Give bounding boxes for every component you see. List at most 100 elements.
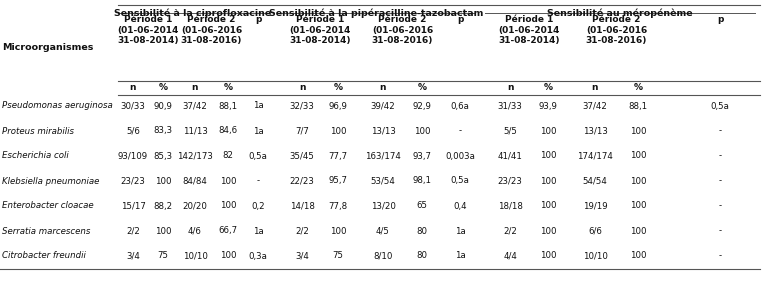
Text: 54/54: 54/54 (583, 177, 608, 186)
Text: 75: 75 (332, 251, 343, 260)
Text: 0,4: 0,4 (453, 201, 466, 210)
Text: 4/4: 4/4 (503, 251, 517, 260)
Text: 75: 75 (158, 251, 168, 260)
Text: 163/174: 163/174 (365, 151, 401, 160)
Text: 100: 100 (629, 201, 647, 210)
Text: 100: 100 (629, 177, 647, 186)
Text: 32/33: 32/33 (289, 101, 314, 110)
Text: 7/7: 7/7 (295, 127, 309, 136)
Text: 142/173: 142/173 (177, 151, 213, 160)
Text: 174/174: 174/174 (577, 151, 613, 160)
Text: 23/23: 23/23 (121, 177, 145, 186)
Text: 13/20: 13/20 (370, 201, 395, 210)
Text: %: % (224, 84, 232, 92)
Text: 100: 100 (154, 177, 172, 186)
Text: 100: 100 (330, 227, 346, 236)
Text: 0,5a: 0,5a (451, 177, 470, 186)
Text: -: - (257, 177, 260, 186)
Text: 100: 100 (220, 251, 236, 260)
Text: 10/10: 10/10 (583, 251, 608, 260)
Text: 88,2: 88,2 (154, 201, 172, 210)
Text: n: n (192, 84, 198, 92)
Text: Klebsiella pneumoniae: Klebsiella pneumoniae (2, 177, 99, 186)
Text: 100: 100 (540, 177, 556, 186)
Text: 98,1: 98,1 (413, 177, 431, 186)
Text: 100: 100 (629, 251, 647, 260)
Text: 100: 100 (540, 127, 556, 136)
Text: 84/84: 84/84 (183, 177, 207, 186)
Text: Enterobacter cloacae: Enterobacter cloacae (2, 201, 94, 210)
Text: 100: 100 (220, 201, 236, 210)
Text: -: - (718, 151, 722, 160)
Text: 37/42: 37/42 (183, 101, 207, 110)
Text: p: p (255, 15, 261, 24)
Text: 4/6: 4/6 (188, 227, 202, 236)
Text: Période 1
(01-06-2014
31-08-2014): Période 1 (01-06-2014 31-08-2014) (498, 15, 560, 45)
Text: 1a: 1a (253, 101, 264, 110)
Text: 0,5a: 0,5a (249, 151, 268, 160)
Text: Période 2
(01-06-2016
31-08-2016): Période 2 (01-06-2016 31-08-2016) (181, 15, 242, 45)
Text: Pseudomonas aeruginosa: Pseudomonas aeruginosa (2, 101, 113, 110)
Text: 2/2: 2/2 (126, 227, 140, 236)
Text: p: p (717, 15, 723, 24)
Text: 39/42: 39/42 (370, 101, 395, 110)
Text: 5/5: 5/5 (503, 127, 517, 136)
Text: %: % (417, 84, 427, 92)
Text: n: n (299, 84, 305, 92)
Text: 4/5: 4/5 (376, 227, 390, 236)
Text: 20/20: 20/20 (183, 201, 207, 210)
Text: 8/10: 8/10 (374, 251, 392, 260)
Text: 84,6: 84,6 (218, 127, 238, 136)
Text: 0,003a: 0,003a (445, 151, 475, 160)
Text: Citrobacter freundii: Citrobacter freundii (2, 251, 86, 260)
Text: 19/19: 19/19 (583, 201, 608, 210)
Text: 100: 100 (220, 177, 236, 186)
Text: 80: 80 (417, 227, 427, 236)
Text: 88,1: 88,1 (629, 101, 647, 110)
Text: 88,1: 88,1 (218, 101, 238, 110)
Text: -: - (718, 177, 722, 186)
Text: -: - (718, 201, 722, 210)
Text: -: - (718, 127, 722, 136)
Text: Proteus mirabilis: Proteus mirabilis (2, 127, 74, 136)
Text: -: - (459, 127, 462, 136)
Text: 35/45: 35/45 (289, 151, 314, 160)
Text: 13/13: 13/13 (370, 127, 395, 136)
Text: %: % (544, 84, 552, 92)
Text: 18/18: 18/18 (498, 201, 523, 210)
Text: -: - (718, 227, 722, 236)
Text: 95,7: 95,7 (328, 177, 348, 186)
Text: 1a: 1a (455, 251, 466, 260)
Text: 31/33: 31/33 (498, 101, 523, 110)
Text: Période 2
(01-06-2016
31-08-2016): Période 2 (01-06-2016 31-08-2016) (586, 15, 647, 45)
Text: n: n (129, 84, 136, 92)
Text: 100: 100 (629, 151, 647, 160)
Text: 65: 65 (417, 201, 427, 210)
Text: 3/4: 3/4 (126, 251, 140, 260)
Text: n: n (592, 84, 598, 92)
Text: 77,8: 77,8 (328, 201, 348, 210)
Text: 11/13: 11/13 (183, 127, 207, 136)
Text: 93,7: 93,7 (413, 151, 431, 160)
Text: Escherichia coli: Escherichia coli (2, 151, 69, 160)
Text: 6/6: 6/6 (588, 227, 602, 236)
Text: 96,9: 96,9 (328, 101, 347, 110)
Text: %: % (158, 84, 168, 92)
Text: Sensibilité à la ciprofloxacine: Sensibilité à la ciprofloxacine (115, 8, 271, 18)
Text: n: n (507, 84, 513, 92)
Text: 92,9: 92,9 (413, 101, 431, 110)
Text: 93,9: 93,9 (538, 101, 558, 110)
Text: 0,6a: 0,6a (451, 101, 470, 110)
Text: 90,9: 90,9 (154, 101, 172, 110)
Text: 1a: 1a (253, 127, 264, 136)
Text: %: % (334, 84, 342, 92)
Text: 3/4: 3/4 (295, 251, 309, 260)
Text: 22/23: 22/23 (289, 177, 314, 186)
Text: 2/2: 2/2 (295, 227, 309, 236)
Text: Sensibilité au méropénème: Sensibilité au méropénème (548, 8, 693, 18)
Text: 100: 100 (629, 227, 647, 236)
Text: 80: 80 (417, 251, 427, 260)
Text: 77,7: 77,7 (328, 151, 348, 160)
Text: Période 2
(01-06-2016
31-08-2016): Période 2 (01-06-2016 31-08-2016) (372, 15, 433, 45)
Text: Période 1
(01-06-2014
31-08-2014): Période 1 (01-06-2014 31-08-2014) (117, 15, 179, 45)
